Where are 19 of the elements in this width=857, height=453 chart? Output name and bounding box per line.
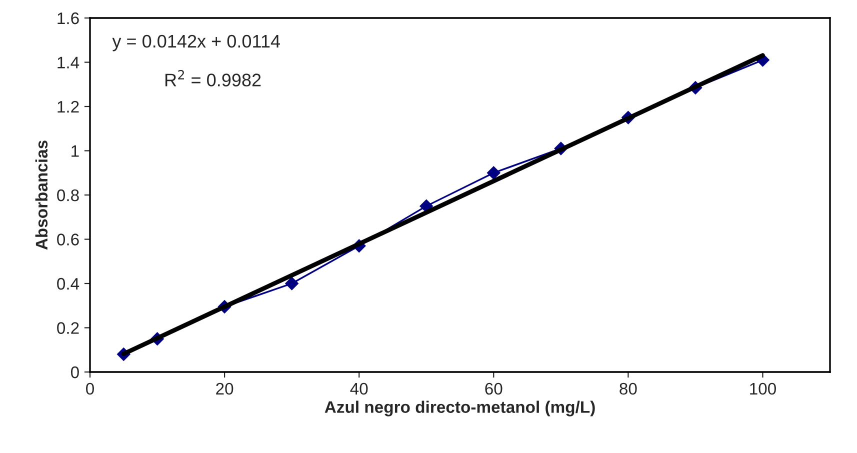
y-axis-title: Absorbancias <box>35 140 48 250</box>
y-tick-label: 1 <box>72 145 79 157</box>
y-tick-label: 0.8 <box>57 189 79 202</box>
x-tick-label: 80 <box>620 382 637 395</box>
x-tick-label: 20 <box>216 382 234 395</box>
x-tick-label: 60 <box>485 382 502 395</box>
x-tick-label: 0 <box>86 382 94 395</box>
y-tick-label: 1.2 <box>58 100 79 113</box>
annotation: y = 0.0142x + 0.0114 <box>112 34 280 52</box>
y-tick-label: 0.6 <box>57 234 79 246</box>
annotation: R$^{2}$ = 0.9982 <box>165 70 261 86</box>
y-tick-label: 1.4 <box>58 56 80 68</box>
x-axis-title: Azul negro directo-metanol (mg/L) <box>324 400 595 416</box>
y-tick-label: 0.4 <box>57 278 80 290</box>
y-tick-label: 1.6 <box>58 12 79 24</box>
x-tick-label: 40 <box>350 382 368 395</box>
y-tick-label: 0 <box>70 366 79 378</box>
x-tick-label: 100 <box>750 382 776 395</box>
y-tick-label: 0.2 <box>57 322 79 334</box>
